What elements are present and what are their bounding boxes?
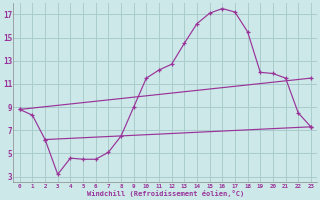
- X-axis label: Windchill (Refroidissement éolien,°C): Windchill (Refroidissement éolien,°C): [87, 190, 244, 197]
